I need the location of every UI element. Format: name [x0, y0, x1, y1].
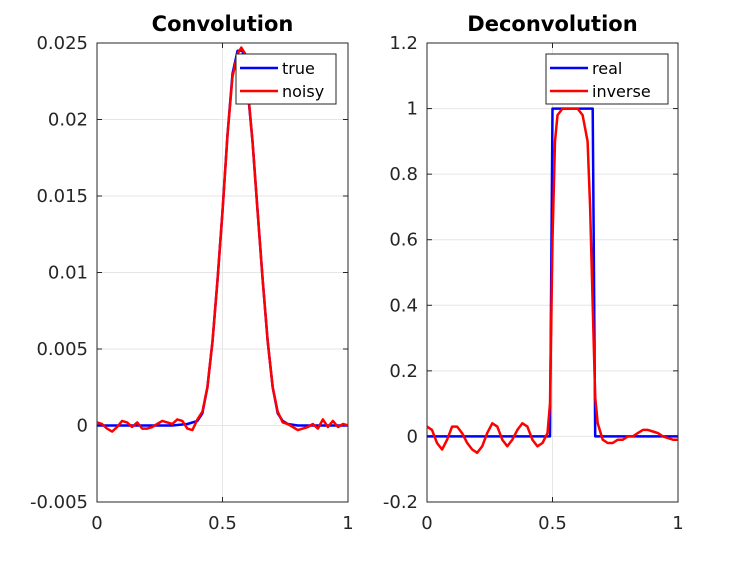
- y-tick-label: 0.4: [389, 295, 418, 316]
- series-line-inverse: [426, 107, 678, 455]
- y-tick-label: -0.005: [30, 492, 88, 513]
- legend-box: [545, 53, 669, 105]
- legend-label: real: [592, 59, 622, 78]
- legend-label: noisy: [282, 82, 324, 101]
- x-tick-label: 0.5: [538, 513, 567, 534]
- y-tick-label: 0.8: [389, 164, 418, 185]
- legend-label: inverse: [592, 82, 651, 101]
- y-tick-label: 0.005: [36, 339, 88, 360]
- chart-title: Convolution: [152, 12, 294, 36]
- convolution-plot: 0 0.5 1-0.00500.0050.010.0150.020.025Convo…: [30, 12, 354, 534]
- y-tick-label: 0: [77, 416, 88, 437]
- legend-box: [235, 53, 337, 105]
- y-tick-label: 1.2: [389, 33, 418, 54]
- y-tick-label: 0.6: [389, 230, 418, 251]
- y-tick-label: 0: [407, 426, 418, 447]
- y-tick-label: 0.01: [48, 263, 88, 284]
- x-tick-label: 0.5: [208, 513, 237, 534]
- legend: true noisy: [235, 53, 337, 105]
- y-tick-label: 0.02: [48, 110, 88, 131]
- legend-label: true: [282, 59, 315, 78]
- y-tick-label: 0.015: [36, 186, 88, 207]
- legend: real inverse: [545, 53, 669, 105]
- series-line-noisy: [96, 46, 349, 433]
- x-tick-label: 1: [342, 513, 353, 534]
- y-tick-label: -0.2: [383, 492, 418, 513]
- x-tick-label: 0: [421, 513, 432, 534]
- x-tick-label: 0: [91, 513, 102, 534]
- y-tick-label: 0.2: [389, 361, 418, 382]
- y-tick-label: 1: [407, 99, 418, 120]
- deconvolution-plot: 0 0.5 1-0.200.20.40.60.811.2Deconvolutionr…: [383, 12, 684, 534]
- y-tick-label: 0.025: [36, 33, 88, 54]
- x-tick-label: 1: [672, 513, 683, 534]
- chart-title: Deconvolution: [467, 12, 637, 36]
